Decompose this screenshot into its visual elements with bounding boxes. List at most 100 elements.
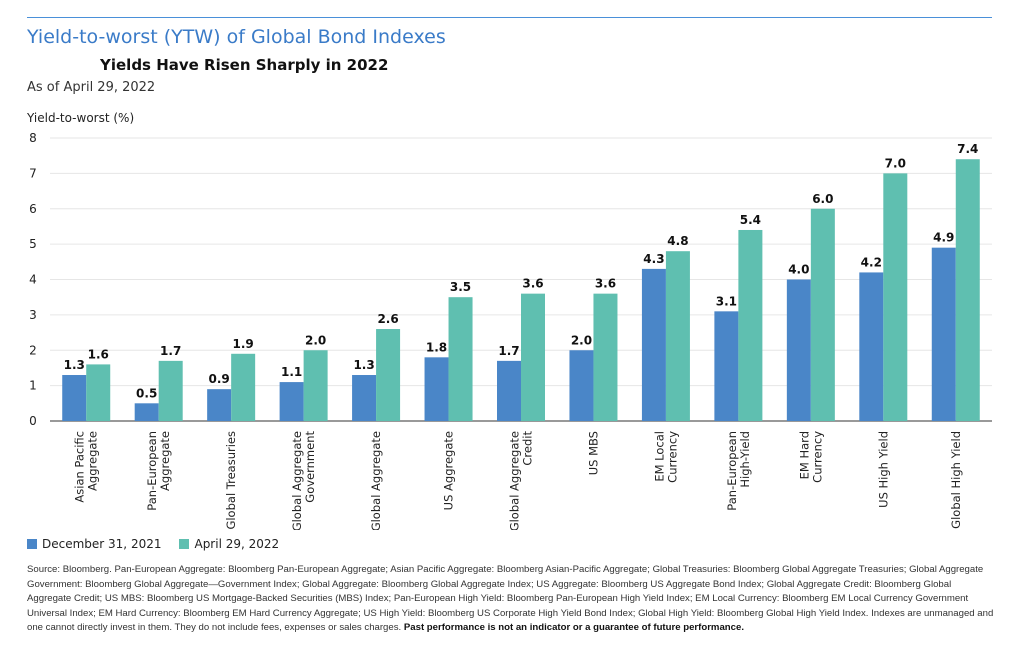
bar [376, 329, 401, 421]
y-tick-label: 0 [29, 414, 37, 428]
y-tick-label: 7 [29, 166, 37, 180]
legend-item-dec-2021: December 31, 2021 [27, 537, 161, 551]
x-tick-label-line: Global Treasuries [224, 431, 238, 530]
bar [810, 208, 835, 421]
y-tick-label: 3 [29, 308, 37, 322]
x-tick-label: Global AggregateGovernment [290, 431, 317, 530]
data-label: 3.5 [450, 280, 471, 294]
bar [207, 389, 232, 421]
x-tick-label-line: US High Yield [876, 431, 890, 508]
bar [279, 382, 304, 421]
y-tick-label: 4 [29, 273, 37, 287]
x-tick-label-line: EM Hard [797, 431, 811, 479]
bar [714, 311, 739, 421]
legend-swatch-dec-2021 [27, 539, 37, 549]
bar [352, 375, 377, 421]
bar [86, 364, 111, 421]
legend-label-dec-2021: December 31, 2021 [42, 537, 162, 551]
x-tick-label-line: Currency [665, 431, 679, 483]
data-label: 1.7 [160, 344, 181, 358]
bar [303, 350, 328, 421]
x-tick-label-line: US Aggregate [442, 431, 456, 510]
x-tick-label: Pan-EuropeanHigh-Yield [725, 431, 752, 511]
x-tick-label: Global High Yield [949, 431, 963, 529]
data-label: 0.9 [209, 372, 230, 386]
x-tick-label-line: Currency [810, 431, 824, 483]
x-tick-label-line: Global Aggregate [369, 431, 383, 530]
x-tick-label-line: Government [303, 431, 317, 503]
data-label: 3.1 [716, 294, 737, 308]
data-label: 1.3 [64, 358, 85, 372]
data-label: 4.3 [643, 252, 664, 266]
x-tick-label-line: EM Local [652, 431, 666, 482]
x-tick-label-line: Global Aggregate [508, 431, 522, 530]
data-label: 2.0 [305, 333, 326, 347]
x-tick-label-line: Pan-European [725, 431, 739, 511]
source-text: Source: Bloomberg. Pan-European Aggregat… [27, 564, 994, 633]
legend: December 31, 2021 April 29, 2022 [27, 537, 279, 551]
bar [859, 272, 884, 421]
y-tick-label: 1 [29, 379, 37, 393]
data-label: 4.8 [667, 234, 688, 248]
bar [931, 247, 956, 421]
data-label: 2.0 [571, 333, 592, 347]
bar [231, 353, 256, 421]
y-axis-label: Yield-to-worst (%) [27, 111, 135, 125]
x-tick-label-line: US MBS [586, 431, 600, 475]
legend-label-apr-2022: April 29, 2022 [194, 537, 280, 551]
data-label: 1.7 [498, 344, 519, 358]
x-tick-label-line: Credit [521, 431, 535, 466]
bar [786, 279, 811, 421]
chart-subtitle: Yields Have Risen Sharply in 2022 [100, 56, 389, 74]
data-label: 4.9 [933, 231, 954, 245]
data-label: 7.4 [957, 142, 978, 156]
x-tick-label-line: Aggregate [86, 431, 100, 491]
bar [497, 360, 521, 421]
top-rule [27, 17, 992, 18]
x-tick-label: Asian PacificAggregate [73, 431, 100, 503]
y-tick-label: 2 [29, 343, 37, 357]
y-tick-label: 6 [29, 202, 37, 216]
x-tick-label: EM HardCurrency [797, 431, 824, 483]
source-note: Source: Bloomberg. Pan-European Aggregat… [27, 563, 995, 636]
bar [521, 293, 545, 421]
bar [738, 229, 763, 421]
data-label: 0.5 [136, 386, 157, 400]
bar [134, 403, 159, 421]
x-tick-label-line: Asian Pacific [73, 431, 87, 503]
x-tick-label-line: High-Yield [738, 431, 752, 488]
x-tick-label-line: Pan-European [145, 431, 159, 511]
x-tick-label: Global Treasuries [224, 431, 238, 530]
data-label: 2.6 [377, 312, 398, 326]
bar [62, 375, 87, 421]
data-label: 1.6 [88, 347, 109, 361]
bar [593, 293, 618, 421]
x-tick-label: US High Yield [876, 431, 890, 508]
x-tick-label: US Aggregate [442, 431, 456, 510]
chart-title: Yield-to-worst (YTW) of Global Bond Inde… [27, 26, 446, 48]
data-label: 4.0 [788, 263, 809, 277]
bar [883, 173, 908, 421]
x-tick-label: EM LocalCurrency [652, 431, 679, 483]
disclaimer-text: Past performance is not an indicator or … [403, 622, 744, 633]
data-label: 1.3 [353, 358, 374, 372]
data-label: 5.4 [740, 213, 761, 227]
x-tick-label: US MBS [586, 431, 600, 475]
x-tick-label: Pan-EuropeanAggregate [145, 431, 172, 511]
data-label: 1.8 [426, 340, 447, 354]
as-of-date: As of April 29, 2022 [27, 80, 156, 95]
data-label: 1.9 [233, 337, 254, 351]
data-label: 7.0 [885, 156, 906, 170]
bar [158, 360, 183, 421]
bar [424, 357, 449, 421]
legend-item-apr-2022: April 29, 2022 [179, 537, 279, 551]
x-tick-label-line: Global Aggregate [290, 431, 304, 530]
bar [955, 159, 980, 421]
x-tick-label: Global Aggregate [369, 431, 383, 530]
bar [665, 251, 690, 421]
legend-swatch-apr-2022 [179, 539, 190, 549]
bar [569, 350, 594, 421]
x-tick-label: Global AggregateCredit [508, 431, 535, 530]
y-tick-label: 8 [29, 131, 37, 145]
